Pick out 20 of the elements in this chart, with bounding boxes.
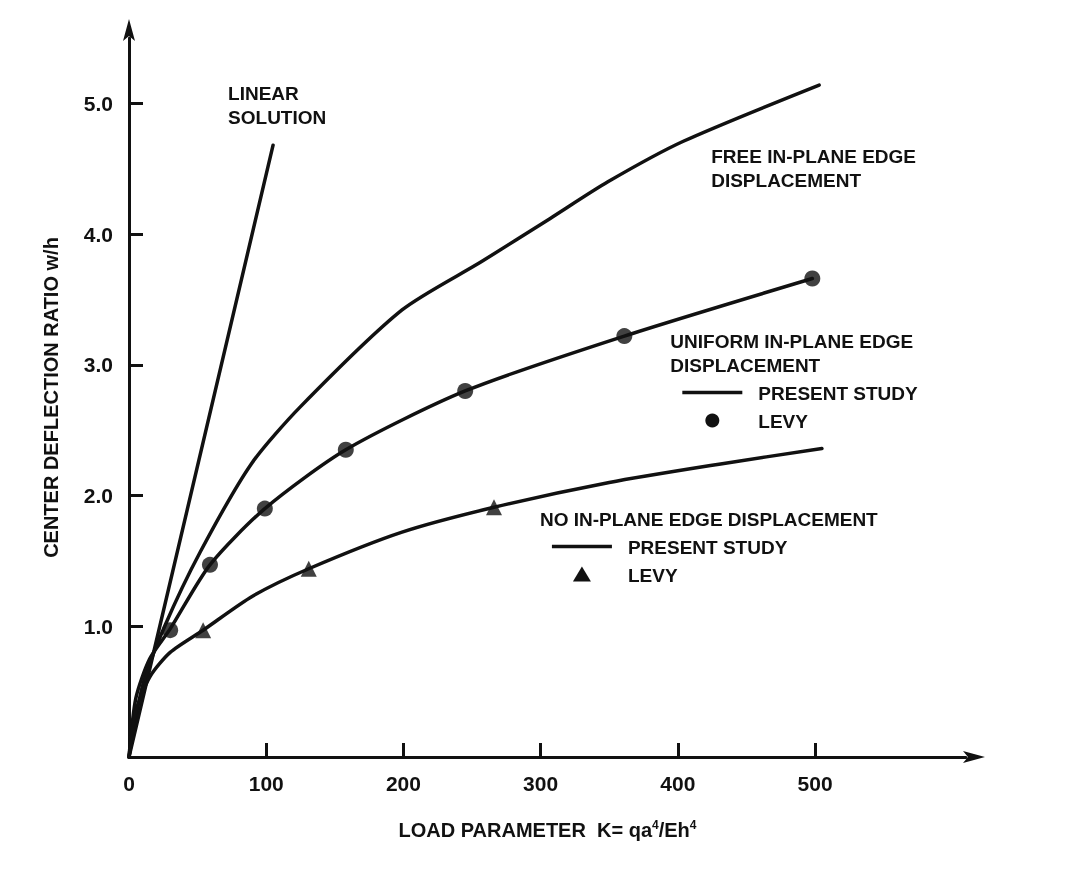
legend-label: PRESENT STUDY [758,383,919,405]
x-tick-label: 400 [660,772,696,795]
x-tick-label: 200 [385,772,421,795]
x-tick-label: 500 [797,772,833,795]
y-tick-label: 1.0 [83,614,113,638]
annotation: UNIFORM IN-PLANE EDGE DISPLACEMENT [670,331,914,377]
y-tick-label: 4.0 [83,222,113,246]
legend-label: LEVY [758,411,809,433]
legend-label: LEVY [627,564,678,586]
y-axis-title: CENTER DEFLECTION RATIO w/h [40,237,62,558]
y-tick-label: 2.0 [83,484,113,508]
x-tick-label: 0 [123,772,135,795]
legend-label: PRESENT STUDY [627,536,788,558]
x-tick-label: 300 [523,772,559,795]
annotation: LINEAR SOLUTION [228,82,327,128]
y-tick-label: 3.0 [83,353,113,377]
annotation: FREE IN-PLANE EDGE DISPLACEMENT [711,145,916,191]
x-tick-label: 100 [248,772,284,795]
y-tick-label: 5.0 [83,91,113,115]
annotation: NO IN-PLANE EDGE DISPLACEMENT [539,508,879,530]
